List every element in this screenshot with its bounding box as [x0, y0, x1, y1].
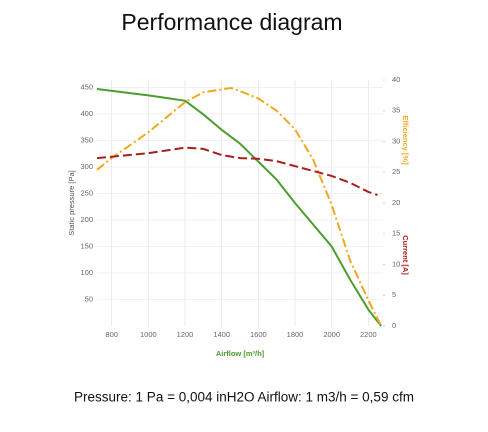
y-tick-label: 100 — [80, 268, 93, 277]
x-tick-label: 1800 — [287, 330, 304, 339]
x-tick-label: 800 — [105, 330, 118, 339]
x-tick-label: 1000 — [140, 330, 157, 339]
y2-axis-label: Efficiency [%] — [401, 115, 410, 165]
series-line — [96, 88, 382, 327]
y2-tick-label: 0 — [392, 321, 396, 330]
y2-tick-label: 10 — [392, 259, 400, 268]
y2-tick-label: 35 — [392, 106, 400, 115]
y-tick-label: 400 — [80, 109, 93, 118]
x-tick-label: 1400 — [213, 330, 230, 339]
y-tick-label: 300 — [80, 162, 93, 171]
y2-tick-label: 30 — [392, 136, 400, 145]
x-axis-label: Airflow [m³/h] — [216, 349, 265, 358]
y2-tick-label: 15 — [392, 229, 400, 238]
y-tick-label: 450 — [80, 82, 93, 91]
y-tick-label: 150 — [80, 241, 93, 250]
y-tick-label: 200 — [80, 215, 93, 224]
y2-tick-label: 20 — [392, 198, 400, 207]
y2-tick-label: 5 — [392, 290, 396, 299]
y-tick-label: 50 — [85, 294, 93, 303]
x-tick-label: 2200 — [360, 330, 377, 339]
series-line — [96, 86, 383, 327]
caption: Pressure: 1 Pa = 0,004 inH2O Airflow: 1 … — [74, 390, 414, 405]
series-line — [96, 146, 378, 196]
x-tick-label: 1200 — [177, 330, 194, 339]
y-tick-label: 350 — [80, 135, 93, 144]
y-axis-label: Static pressure [Pa] — [67, 170, 76, 235]
x-tick-label: 1600 — [250, 330, 267, 339]
y-tick-label: 250 — [80, 188, 93, 197]
y2-tick-label: 40 — [392, 75, 400, 84]
x-tick-label: 2000 — [323, 330, 340, 339]
chart-title: Performance diagram — [121, 9, 342, 35]
y2-axis-label: Current [A] — [401, 235, 410, 275]
y2-tick-label: 25 — [392, 167, 400, 176]
